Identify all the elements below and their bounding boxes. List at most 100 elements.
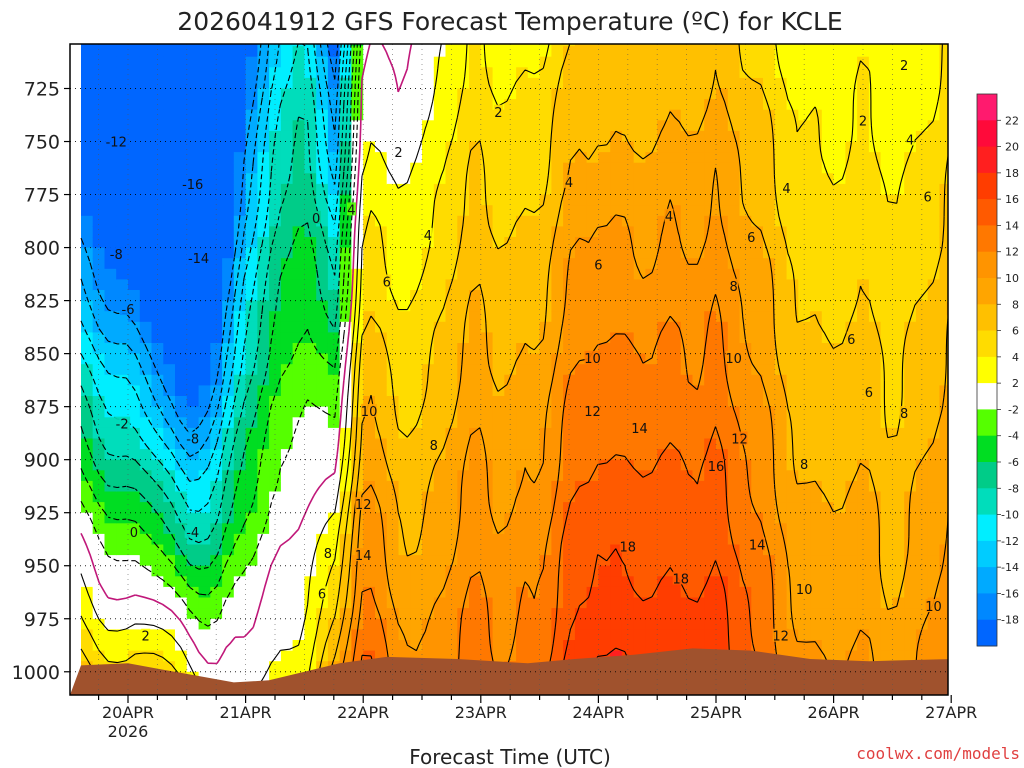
heat-cell bbox=[692, 491, 705, 503]
heat-cell bbox=[915, 597, 929, 609]
heat-cell bbox=[163, 183, 176, 196]
heat-cell bbox=[504, 544, 517, 556]
heat-cell bbox=[927, 311, 941, 323]
heat-cell bbox=[457, 141, 470, 153]
heat-cell bbox=[810, 565, 823, 577]
heat-cell bbox=[433, 120, 447, 132]
heat-cell bbox=[727, 162, 741, 174]
heat-cell bbox=[116, 258, 129, 270]
heat-cell bbox=[222, 88, 235, 100]
heat-cell bbox=[574, 141, 588, 153]
heat-cell bbox=[375, 215, 388, 227]
heat-cell bbox=[680, 470, 694, 482]
colorbar-label: -12 bbox=[1001, 535, 1019, 548]
heat-cell bbox=[751, 406, 764, 418]
heat-cell bbox=[610, 194, 623, 206]
heat-cell bbox=[539, 99, 552, 111]
heat-cell bbox=[704, 640, 717, 652]
colorbar-swatch bbox=[977, 251, 997, 279]
heat-cell bbox=[669, 226, 682, 238]
heat-cell bbox=[375, 120, 388, 132]
heat-cell bbox=[504, 385, 517, 397]
heat-cell bbox=[833, 629, 846, 641]
heat-cell bbox=[704, 343, 717, 355]
heat-cell bbox=[810, 576, 823, 588]
heat-cell bbox=[798, 374, 811, 386]
heat-cell bbox=[104, 629, 117, 641]
heat-cell bbox=[128, 226, 141, 238]
heat-cell bbox=[292, 502, 305, 514]
heat-cell bbox=[763, 565, 776, 577]
heat-cell bbox=[339, 586, 353, 599]
credit-link[interactable]: coolwx.com/models bbox=[856, 744, 1020, 763]
heat-cell bbox=[163, 321, 176, 333]
heat-cell bbox=[880, 268, 893, 280]
heat-cell bbox=[563, 555, 576, 567]
heat-cell bbox=[445, 162, 458, 174]
heat-cell bbox=[480, 56, 494, 68]
heat-cell bbox=[116, 279, 129, 291]
heat-cell bbox=[586, 120, 599, 132]
heat-cell bbox=[457, 417, 470, 429]
heat-cell bbox=[669, 533, 682, 546]
heat-cell bbox=[398, 608, 411, 620]
heat-cell bbox=[480, 650, 494, 662]
heat-cell bbox=[610, 523, 623, 535]
heat-cell bbox=[833, 99, 846, 111]
contour-label: 8 bbox=[324, 547, 332, 562]
heat-cell bbox=[716, 343, 729, 355]
heat-cell bbox=[551, 502, 564, 514]
heat-cell bbox=[774, 533, 788, 546]
heat-cell bbox=[551, 226, 564, 238]
heat-cell bbox=[516, 258, 529, 270]
heat-cell bbox=[857, 491, 870, 503]
contour-label-bg bbox=[799, 456, 809, 470]
heat-cell bbox=[716, 555, 729, 567]
heat-cell bbox=[680, 258, 694, 270]
contour-label: 6 bbox=[924, 191, 932, 206]
y-tick-label: 925 bbox=[24, 503, 60, 525]
heat-cell bbox=[833, 491, 846, 503]
heat-cell bbox=[868, 130, 882, 143]
heat-cell bbox=[598, 290, 611, 302]
heat-cell bbox=[574, 321, 588, 333]
heat-cell bbox=[351, 130, 364, 143]
heat-cell bbox=[363, 533, 376, 546]
heat-cell bbox=[327, 258, 341, 270]
heat-cell bbox=[551, 640, 564, 652]
heat-cell bbox=[633, 332, 647, 344]
heat-cell bbox=[151, 44, 164, 47]
heat-cell bbox=[586, 470, 599, 482]
heat-cell bbox=[245, 343, 258, 355]
heat-cell bbox=[386, 608, 400, 620]
heat-cell bbox=[445, 109, 458, 121]
heat-cell bbox=[363, 141, 376, 153]
heat-cell bbox=[104, 343, 117, 355]
heat-cell bbox=[751, 343, 764, 355]
heat-cell bbox=[128, 470, 141, 482]
heat-cell bbox=[621, 44, 635, 47]
heat-cell bbox=[257, 353, 270, 365]
heat-cell bbox=[151, 247, 164, 259]
contour-label: 8 bbox=[800, 458, 808, 473]
heat-cell bbox=[939, 44, 948, 47]
heat-cell bbox=[163, 247, 176, 259]
heat-cell bbox=[151, 544, 164, 556]
heat-cell bbox=[833, 406, 846, 418]
heat-cell bbox=[186, 374, 200, 386]
heat-cell bbox=[469, 555, 482, 567]
heat-cell bbox=[774, 364, 788, 376]
heat-cell bbox=[222, 311, 235, 323]
heat-cell bbox=[139, 353, 153, 365]
heat-cell bbox=[104, 67, 117, 79]
heat-cell bbox=[716, 109, 729, 121]
colorbar-swatch bbox=[977, 462, 997, 489]
heat-cell bbox=[163, 279, 176, 291]
contour-label-bg bbox=[564, 174, 574, 188]
heat-cell bbox=[398, 406, 411, 418]
heat-cell bbox=[433, 290, 447, 302]
heat-cell bbox=[480, 533, 494, 546]
heat-cell bbox=[833, 67, 846, 79]
heat-cell bbox=[457, 226, 470, 238]
heat-cell bbox=[821, 374, 835, 386]
